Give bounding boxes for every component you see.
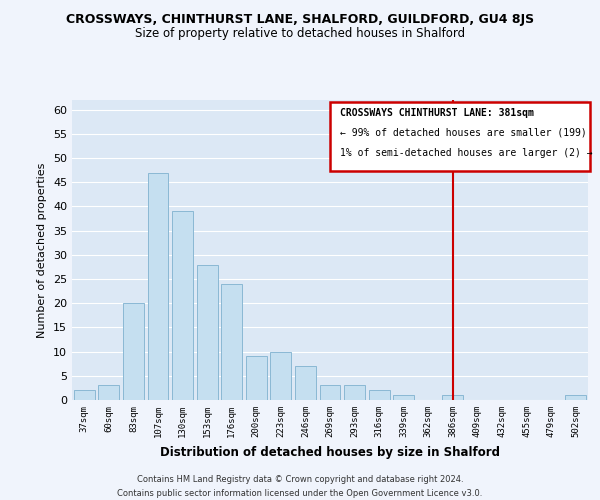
Bar bbox=[123, 303, 144, 400]
Y-axis label: Number of detached properties: Number of detached properties bbox=[37, 162, 47, 338]
Bar bbox=[246, 356, 267, 400]
Text: CROSSWAYS, CHINTHURST LANE, SHALFORD, GUILDFORD, GU4 8JS: CROSSWAYS, CHINTHURST LANE, SHALFORD, GU… bbox=[66, 12, 534, 26]
Text: Size of property relative to detached houses in Shalford: Size of property relative to detached ho… bbox=[135, 28, 465, 40]
Text: CROSSWAYS CHINTHURST LANE: 381sqm: CROSSWAYS CHINTHURST LANE: 381sqm bbox=[340, 108, 534, 118]
Bar bbox=[344, 386, 365, 400]
Bar bbox=[98, 386, 119, 400]
Bar bbox=[320, 386, 340, 400]
FancyBboxPatch shape bbox=[330, 102, 590, 170]
Bar bbox=[271, 352, 292, 400]
Bar bbox=[368, 390, 389, 400]
Bar bbox=[221, 284, 242, 400]
Bar bbox=[393, 395, 414, 400]
Text: Distribution of detached houses by size in Shalford: Distribution of detached houses by size … bbox=[160, 446, 500, 459]
Bar bbox=[565, 395, 586, 400]
Bar bbox=[148, 172, 169, 400]
Text: 1% of semi-detached houses are larger (2) →: 1% of semi-detached houses are larger (2… bbox=[340, 148, 593, 158]
Bar bbox=[197, 264, 218, 400]
Bar bbox=[74, 390, 95, 400]
Bar bbox=[172, 212, 193, 400]
Bar bbox=[442, 395, 463, 400]
Text: ← 99% of detached houses are smaller (199): ← 99% of detached houses are smaller (19… bbox=[340, 128, 587, 138]
Text: Contains HM Land Registry data © Crown copyright and database right 2024.
Contai: Contains HM Land Registry data © Crown c… bbox=[118, 476, 482, 498]
Bar bbox=[295, 366, 316, 400]
